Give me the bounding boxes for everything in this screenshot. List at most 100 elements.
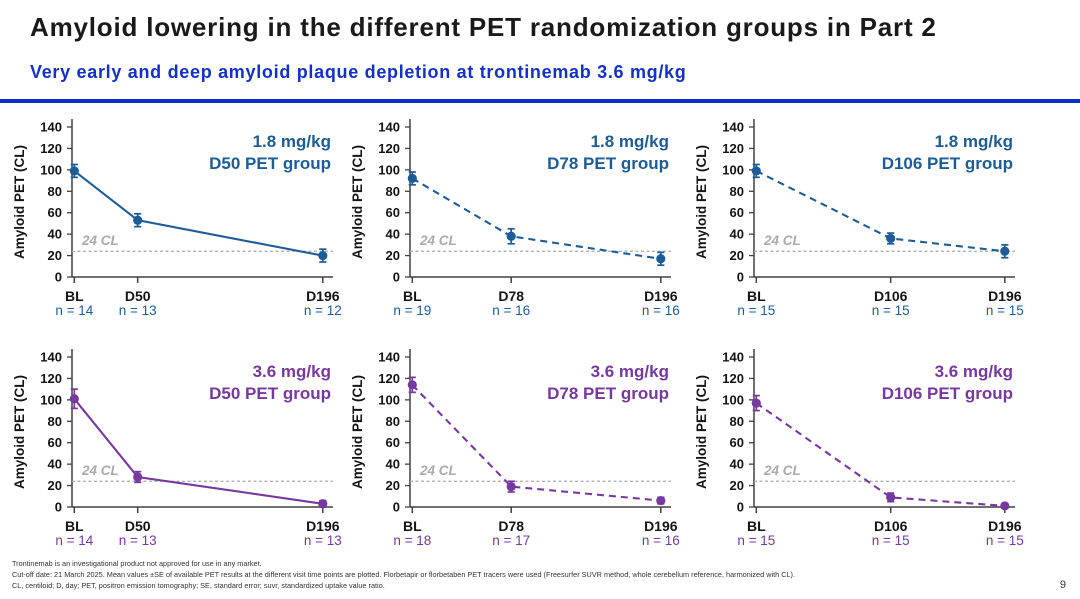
svg-text:40: 40 xyxy=(48,227,62,242)
svg-text:40: 40 xyxy=(386,457,400,472)
svg-text:60: 60 xyxy=(730,205,744,220)
svg-text:100: 100 xyxy=(722,392,744,407)
svg-text:140: 140 xyxy=(722,120,744,135)
svg-text:120: 120 xyxy=(378,371,400,386)
svg-text:D196: D196 xyxy=(644,518,678,534)
svg-text:1.8 mg/kg: 1.8 mg/kg xyxy=(253,132,331,151)
svg-text:100: 100 xyxy=(378,392,400,407)
svg-text:60: 60 xyxy=(386,435,400,450)
svg-text:BL: BL xyxy=(403,288,422,304)
svg-text:D78 PET group: D78 PET group xyxy=(547,384,669,403)
svg-text:3.6 mg/kg: 3.6 mg/kg xyxy=(935,362,1013,381)
svg-text:120: 120 xyxy=(40,141,62,156)
svg-text:20: 20 xyxy=(730,248,744,263)
svg-text:40: 40 xyxy=(48,457,62,472)
svg-text:D50 PET group: D50 PET group xyxy=(209,384,331,403)
svg-text:100: 100 xyxy=(378,162,400,177)
svg-text:60: 60 xyxy=(386,205,400,220)
svg-text:40: 40 xyxy=(386,227,400,242)
svg-text:D78 PET group: D78 PET group xyxy=(547,154,669,173)
svg-text:D196: D196 xyxy=(306,518,340,534)
svg-text:120: 120 xyxy=(722,141,744,156)
svg-text:n = 15: n = 15 xyxy=(986,533,1024,548)
svg-text:n = 16: n = 16 xyxy=(642,533,680,548)
svg-text:Amyloid PET (CL): Amyloid PET (CL) xyxy=(350,145,365,259)
svg-text:n = 18: n = 18 xyxy=(393,533,431,548)
svg-text:D50 PET group: D50 PET group xyxy=(209,154,331,173)
svg-text:D78: D78 xyxy=(498,288,524,304)
svg-text:100: 100 xyxy=(40,392,62,407)
svg-text:100: 100 xyxy=(40,162,62,177)
svg-text:n = 16: n = 16 xyxy=(642,303,680,318)
svg-text:0: 0 xyxy=(737,500,744,515)
svg-text:24 CL: 24 CL xyxy=(81,233,119,248)
svg-text:n = 14: n = 14 xyxy=(55,533,93,548)
svg-text:140: 140 xyxy=(378,120,400,135)
svg-text:0: 0 xyxy=(55,270,62,285)
svg-text:120: 120 xyxy=(722,371,744,386)
svg-text:n = 14: n = 14 xyxy=(55,303,93,318)
svg-text:140: 140 xyxy=(722,350,744,365)
svg-text:Amyloid PET (CL): Amyloid PET (CL) xyxy=(694,375,709,489)
svg-text:BL: BL xyxy=(65,288,84,304)
svg-text:Amyloid PET (CL): Amyloid PET (CL) xyxy=(350,375,365,489)
svg-text:BL: BL xyxy=(403,518,422,534)
svg-text:24 CL: 24 CL xyxy=(419,463,457,478)
svg-text:D106 PET group: D106 PET group xyxy=(882,154,1013,173)
svg-text:20: 20 xyxy=(386,248,400,263)
svg-text:1.8 mg/kg: 1.8 mg/kg xyxy=(591,132,669,151)
svg-text:24 CL: 24 CL xyxy=(763,463,801,478)
svg-text:0: 0 xyxy=(737,270,744,285)
svg-text:140: 140 xyxy=(40,120,62,135)
svg-text:Amyloid PET (CL): Amyloid PET (CL) xyxy=(12,375,27,489)
svg-text:40: 40 xyxy=(730,457,744,472)
svg-text:n = 19: n = 19 xyxy=(393,303,431,318)
svg-text:BL: BL xyxy=(747,288,766,304)
svg-text:D196: D196 xyxy=(988,518,1022,534)
svg-text:0: 0 xyxy=(393,500,400,515)
svg-text:24 CL: 24 CL xyxy=(81,463,119,478)
svg-text:60: 60 xyxy=(48,205,62,220)
svg-text:n = 15: n = 15 xyxy=(737,303,775,318)
svg-text:1.8 mg/kg: 1.8 mg/kg xyxy=(935,132,1013,151)
svg-text:D106: D106 xyxy=(874,288,908,304)
svg-text:n = 15: n = 15 xyxy=(737,533,775,548)
svg-text:n = 15: n = 15 xyxy=(872,303,910,318)
svg-text:D106 PET group: D106 PET group xyxy=(882,384,1013,403)
svg-text:BL: BL xyxy=(747,518,766,534)
svg-text:80: 80 xyxy=(48,184,62,199)
svg-text:n = 12: n = 12 xyxy=(304,303,342,318)
svg-text:80: 80 xyxy=(730,184,744,199)
svg-text:n = 16: n = 16 xyxy=(492,303,530,318)
svg-text:60: 60 xyxy=(730,435,744,450)
svg-text:80: 80 xyxy=(730,414,744,429)
svg-text:D106: D106 xyxy=(874,518,908,534)
svg-text:100: 100 xyxy=(722,162,744,177)
svg-text:D50: D50 xyxy=(125,288,151,304)
svg-text:120: 120 xyxy=(40,371,62,386)
svg-text:n = 15: n = 15 xyxy=(986,303,1024,318)
svg-text:D196: D196 xyxy=(644,288,678,304)
svg-text:0: 0 xyxy=(55,500,62,515)
svg-text:3.6 mg/kg: 3.6 mg/kg xyxy=(591,362,669,381)
svg-text:3.6 mg/kg: 3.6 mg/kg xyxy=(253,362,331,381)
svg-text:80: 80 xyxy=(386,414,400,429)
svg-text:20: 20 xyxy=(386,478,400,493)
svg-text:n = 13: n = 13 xyxy=(304,533,342,548)
svg-text:n = 15: n = 15 xyxy=(872,533,910,548)
svg-text:20: 20 xyxy=(48,478,62,493)
svg-text:80: 80 xyxy=(48,414,62,429)
svg-text:D196: D196 xyxy=(306,288,340,304)
svg-text:n = 13: n = 13 xyxy=(119,533,157,548)
svg-text:n = 13: n = 13 xyxy=(119,303,157,318)
svg-text:140: 140 xyxy=(40,350,62,365)
svg-text:140: 140 xyxy=(378,350,400,365)
svg-text:D50: D50 xyxy=(125,518,151,534)
svg-text:BL: BL xyxy=(65,518,84,534)
svg-text:Amyloid PET (CL): Amyloid PET (CL) xyxy=(12,145,27,259)
svg-text:0: 0 xyxy=(393,270,400,285)
svg-text:120: 120 xyxy=(378,141,400,156)
svg-text:20: 20 xyxy=(48,248,62,263)
svg-text:24 CL: 24 CL xyxy=(419,233,457,248)
svg-text:60: 60 xyxy=(48,435,62,450)
